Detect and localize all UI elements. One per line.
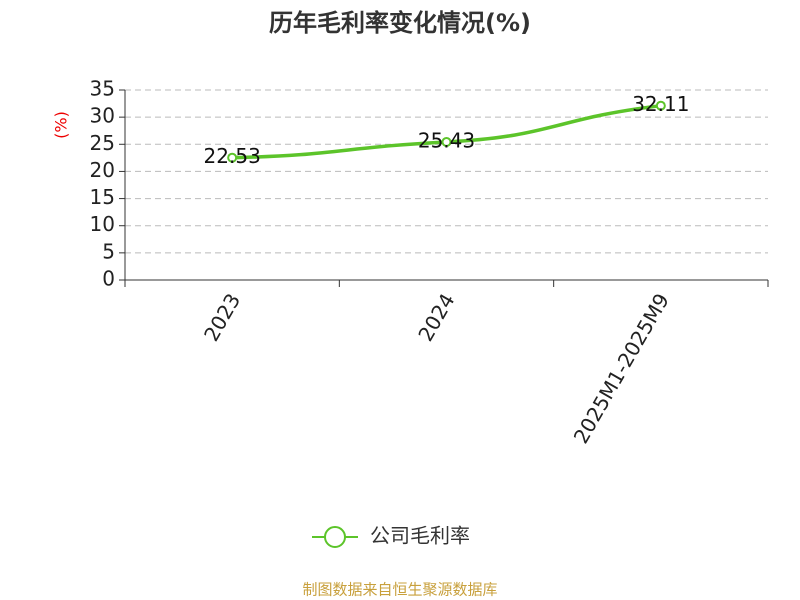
data-label: 32.11 bbox=[632, 92, 689, 116]
data-label: 22.53 bbox=[204, 144, 261, 168]
y-tick-label: 30 bbox=[90, 104, 115, 128]
legend-label: 公司毛利率 bbox=[370, 524, 470, 548]
data-label: 25.43 bbox=[418, 128, 475, 152]
y-tick-label: 35 bbox=[90, 77, 115, 101]
y-tick-label: 5 bbox=[102, 239, 115, 263]
x-tick-label: 2023 bbox=[199, 289, 245, 345]
y-tick-label: 25 bbox=[90, 131, 115, 155]
x-tick-label: 2025M1-2025M9 bbox=[569, 289, 674, 447]
chart-title: 历年毛利率变化情况(%) bbox=[269, 9, 531, 37]
y-axis-label: (%) bbox=[52, 111, 71, 139]
point bbox=[655, 100, 666, 111]
point bbox=[441, 136, 452, 147]
y-tick-label: 20 bbox=[90, 158, 115, 182]
x-tick-label: 2024 bbox=[413, 289, 459, 345]
y-tick-label: 10 bbox=[90, 212, 115, 236]
y-tick-label: 0 bbox=[102, 267, 115, 291]
y-tick-label: 15 bbox=[90, 185, 115, 209]
point bbox=[227, 152, 238, 163]
legend-marker bbox=[324, 526, 346, 548]
source: 制图数据来自恒生聚源数据库 bbox=[302, 581, 497, 599]
